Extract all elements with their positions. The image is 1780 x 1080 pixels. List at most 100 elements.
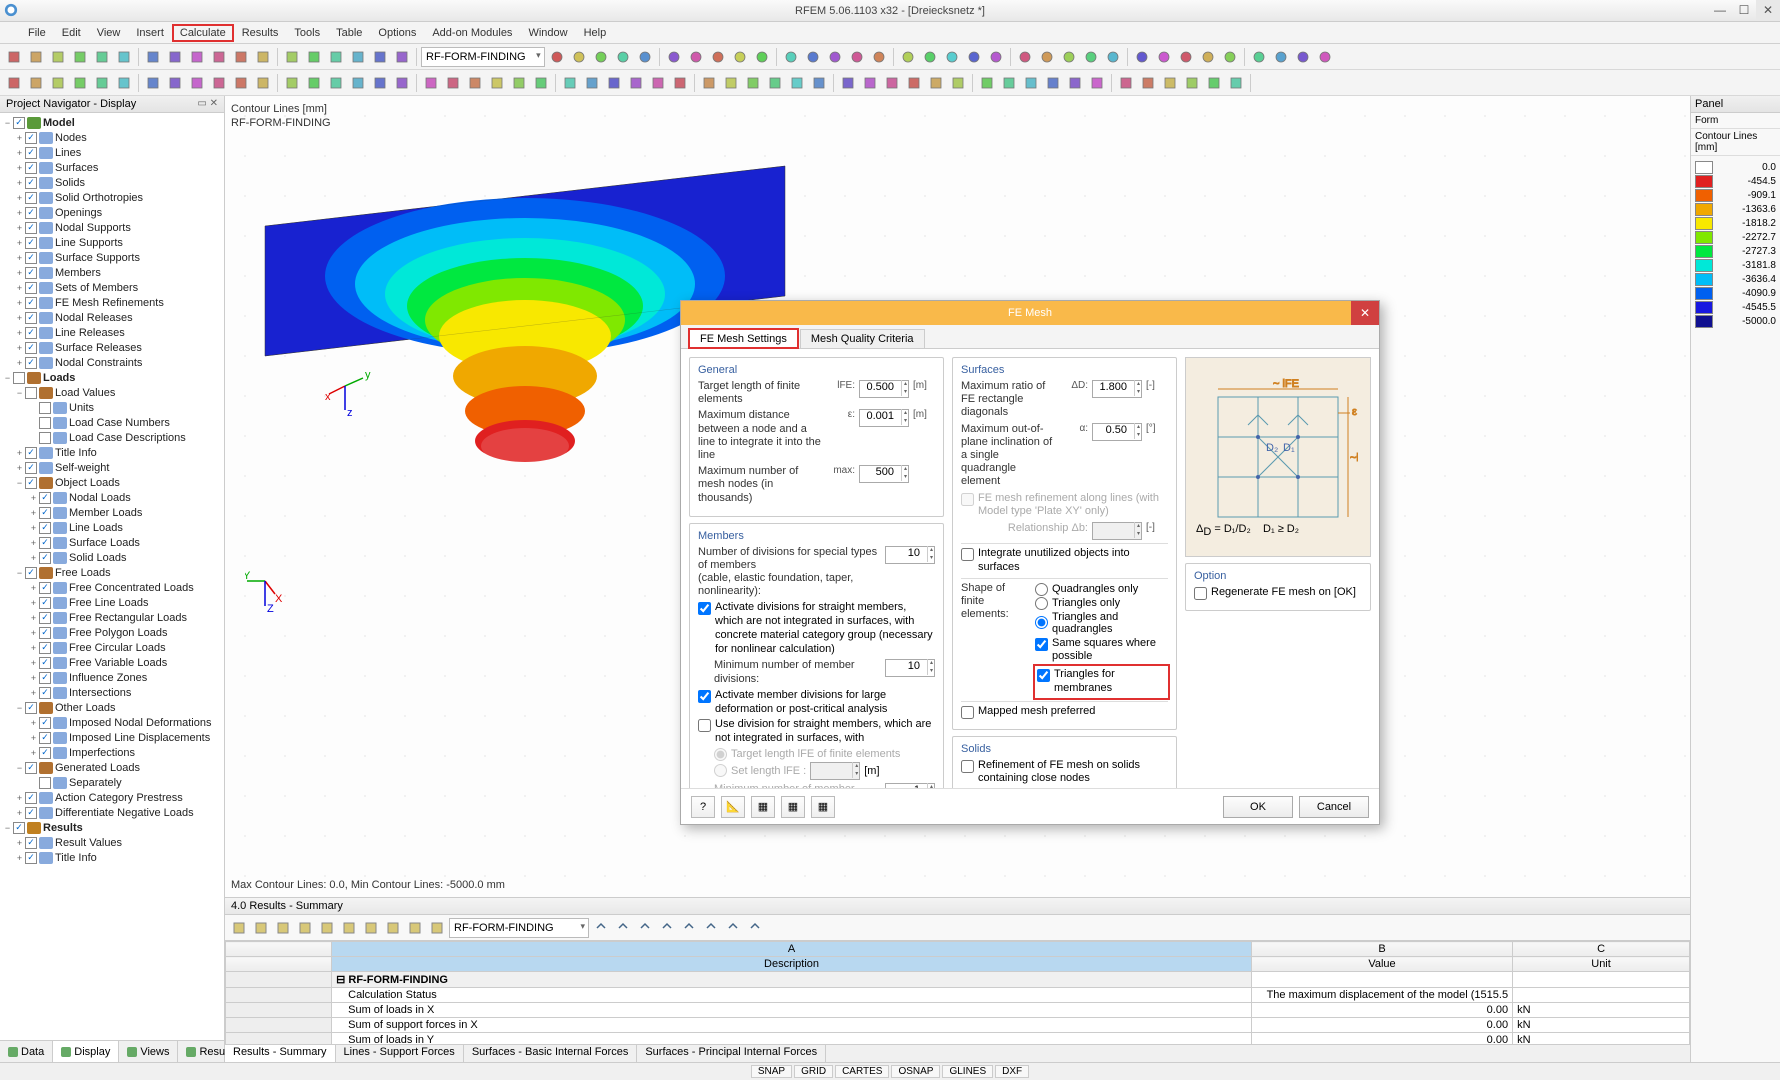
toolbar-button[interactable]	[209, 47, 229, 67]
toolbar-button[interactable]	[920, 47, 940, 67]
results-tb-button[interactable]	[317, 918, 337, 938]
toolbar-button[interactable]	[26, 73, 46, 93]
cb-mapped[interactable]	[961, 706, 974, 719]
tree-item[interactable]: +Sets of Members	[0, 280, 224, 295]
cb-regenerate[interactable]	[1194, 587, 1207, 600]
cancel-button[interactable]: Cancel	[1299, 796, 1369, 818]
toolbar-button[interactable]	[1198, 47, 1218, 67]
toolbar-button[interactable]	[231, 47, 251, 67]
status-glines[interactable]: GLINES	[942, 1065, 993, 1078]
toolbar-button[interactable]	[348, 73, 368, 93]
toolbar-button[interactable]	[964, 47, 984, 67]
results-tab[interactable]: Lines - Support Forces	[336, 1045, 464, 1062]
toolbar-button[interactable]	[838, 73, 858, 93]
toolbar-button[interactable]	[165, 47, 185, 67]
toolbar-button[interactable]	[1103, 47, 1123, 67]
tree-item[interactable]: +Nodal Constraints	[0, 355, 224, 370]
tree-item[interactable]: +Free Polygon Loads	[0, 625, 224, 640]
minimize-button[interactable]: —	[1708, 0, 1732, 20]
tree-item[interactable]: +Intersections	[0, 685, 224, 700]
toolbar-button[interactable]	[370, 47, 390, 67]
results-tb-button[interactable]	[613, 918, 633, 938]
toolbar-button[interactable]	[803, 47, 823, 67]
rad-tri-quad[interactable]	[1035, 616, 1048, 629]
toolbar-button[interactable]	[1154, 47, 1174, 67]
toolbar-button[interactable]	[904, 73, 924, 93]
tree-item[interactable]: +Self-weight	[0, 460, 224, 475]
toolbar-button[interactable]	[143, 73, 163, 93]
tree-item[interactable]: Load Case Numbers	[0, 415, 224, 430]
results-tb-button[interactable]	[295, 918, 315, 938]
toolbar-button[interactable]	[547, 47, 567, 67]
cb-activate-straight[interactable]	[698, 602, 711, 615]
menu-add-on-modules[interactable]: Add-on Modules	[424, 24, 520, 42]
tree-item[interactable]: −Loads	[0, 370, 224, 385]
tree-item[interactable]: +Openings	[0, 205, 224, 220]
status-dxf[interactable]: DXF	[995, 1065, 1029, 1078]
menu-insert[interactable]: Insert	[128, 24, 172, 42]
tab-fe-mesh-settings[interactable]: FE Mesh Settings	[689, 329, 798, 348]
tree-item[interactable]: +Free Line Loads	[0, 595, 224, 610]
navigator-tree[interactable]: −Model+Nodes+Lines+Surfaces+Solids+Solid…	[0, 113, 224, 1040]
toolbar-button[interactable]	[114, 47, 134, 67]
toolbar-button[interactable]	[421, 73, 441, 93]
toolbar-button[interactable]	[1021, 73, 1041, 93]
toolbar-button[interactable]	[1065, 73, 1085, 93]
results-tb-button[interactable]	[251, 918, 271, 938]
menu-edit[interactable]: Edit	[54, 24, 89, 42]
tree-item[interactable]: −Object Loads	[0, 475, 224, 490]
tree-item[interactable]: +Member Loads	[0, 505, 224, 520]
toolbar-button[interactable]	[765, 73, 785, 93]
input-epsilon[interactable]: 0.001	[859, 409, 909, 427]
toolbar-button[interactable]	[699, 73, 719, 93]
toolbar-button[interactable]	[1116, 73, 1136, 93]
toolbar-button[interactable]	[604, 73, 624, 93]
toolbar-button[interactable]	[882, 73, 902, 93]
toolbar-button[interactable]	[392, 73, 412, 93]
tree-item[interactable]: +Free Rectangular Loads	[0, 610, 224, 625]
toolbar-button[interactable]	[847, 47, 867, 67]
help-button[interactable]: ?	[691, 796, 715, 818]
tree-item[interactable]: −Load Values	[0, 385, 224, 400]
status-snap[interactable]: SNAP	[751, 1065, 792, 1078]
tree-item[interactable]: −Generated Loads	[0, 760, 224, 775]
toolbar-button[interactable]	[253, 73, 273, 93]
toolbar-button[interactable]	[986, 47, 1006, 67]
tree-item[interactable]: +Free Concentrated Loads	[0, 580, 224, 595]
tree-item[interactable]: +Nodal Releases	[0, 310, 224, 325]
toolbar-button[interactable]	[531, 73, 551, 93]
menu-view[interactable]: View	[89, 24, 129, 42]
toolbar-button[interactable]	[1037, 47, 1057, 67]
tree-item[interactable]: Load Case Descriptions	[0, 430, 224, 445]
tree-item[interactable]: +Solid Orthotropies	[0, 190, 224, 205]
toolbar-button[interactable]	[326, 73, 346, 93]
calc-button[interactable]: 📐	[721, 796, 745, 818]
menu-options[interactable]: Options	[370, 24, 424, 42]
input-deltad[interactable]: 1.800	[1092, 380, 1142, 398]
menu-help[interactable]: Help	[576, 24, 615, 42]
cb-same-squares[interactable]	[1035, 638, 1048, 651]
toolbar-button[interactable]	[942, 47, 962, 67]
tree-item[interactable]: +Differentiate Negative Loads	[0, 805, 224, 820]
toolbar-button[interactable]	[752, 47, 772, 67]
cb-refine-solids[interactable]	[961, 760, 974, 773]
tree-item[interactable]: +Line Supports	[0, 235, 224, 250]
toolbar-button[interactable]	[1204, 73, 1224, 93]
tree-item[interactable]: +Imposed Nodal Deformations	[0, 715, 224, 730]
input-min-div[interactable]: 10	[885, 659, 935, 677]
input-min-div2[interactable]: 1	[885, 783, 935, 788]
nav-tab-data[interactable]: Data	[0, 1041, 53, 1062]
toolbar-button[interactable]	[1043, 73, 1063, 93]
results-tb-button[interactable]	[361, 918, 381, 938]
toolbar-button[interactable]	[1271, 47, 1291, 67]
tree-item[interactable]: +Solid Loads	[0, 550, 224, 565]
toolbar-button[interactable]	[92, 47, 112, 67]
toolbar-button[interactable]	[560, 73, 580, 93]
results-combo[interactable]: RF-FORM-FINDING	[449, 918, 589, 938]
toolbar-button[interactable]	[1226, 73, 1246, 93]
tree-item[interactable]: +Result Values	[0, 835, 224, 850]
menu-tools[interactable]: Tools	[286, 24, 328, 42]
tree-item[interactable]: +Action Category Prestress	[0, 790, 224, 805]
toolbar-button[interactable]	[392, 47, 412, 67]
results-tb-button[interactable]	[273, 918, 293, 938]
